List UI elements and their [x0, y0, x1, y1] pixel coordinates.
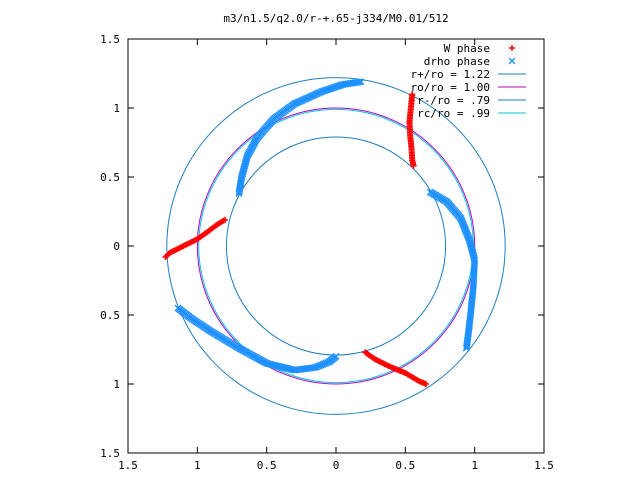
legend-plus-swatch — [509, 45, 515, 51]
legend-label: rc/ro = .99 — [417, 107, 490, 120]
drho-phase-point — [462, 344, 470, 352]
circle-3 — [198, 108, 474, 384]
legend-cross-swatch — [508, 57, 516, 65]
y-tick-label: 1.5 — [100, 33, 120, 46]
drho-phase-point — [332, 352, 340, 360]
series-1-arm-1 — [426, 188, 479, 352]
y-tick-label: 1 — [113, 102, 120, 115]
x-tick-label: 0.5 — [257, 459, 277, 472]
reference-circles — [166, 77, 506, 415]
circle-2 — [225, 136, 447, 356]
legend-label: drho phase — [424, 55, 490, 68]
x-tick-label: 1 — [194, 459, 201, 472]
y-tick-label: 0 — [113, 240, 120, 253]
x-tick-label: 0.5 — [395, 459, 415, 472]
circle-0 — [166, 77, 506, 415]
y-tick-labels: 1.5 1 0.5 0 0.5 1 1.5 — [100, 33, 120, 460]
x-tick-label: 1 — [471, 459, 478, 472]
y-tick-label: 0.5 — [100, 309, 120, 322]
y-tick-label: 0.5 — [100, 171, 120, 184]
x-tick-labels: 1.5 1 0.5 0 0.5 1 1.5 — [118, 459, 554, 472]
series-1-arm-2 — [174, 304, 340, 374]
w-phase-point — [163, 253, 170, 260]
axis-ticks — [127, 38, 545, 454]
series-1-arm-0 — [235, 78, 365, 198]
legend-label: W phase — [444, 42, 490, 55]
chart-title: m3/n1.5/q2.0/r-+.65-j334/M0.01/512 — [223, 12, 448, 25]
legend-label: r+/ro = 1.22 — [411, 68, 490, 81]
data-markers — [162, 78, 479, 387]
drho-phase-point — [235, 188, 243, 196]
series-0-arm-0 — [406, 91, 417, 169]
series-0-arm-2 — [362, 349, 430, 387]
legend-label: r-/ro = .79 — [417, 94, 490, 107]
drho-phase-point — [235, 190, 243, 198]
series-0-arm-1 — [162, 216, 229, 261]
legend-label: ro/ro = 1.00 — [411, 81, 490, 94]
w-phase-point — [423, 381, 430, 387]
x-tick-label: 1.5 — [534, 459, 554, 472]
y-tick-label: 1.5 — [100, 447, 120, 460]
w-phase-point — [162, 254, 169, 261]
x-tick-label: 0 — [333, 459, 340, 472]
x-tick-label: 1.5 — [118, 459, 138, 472]
drho-phase-point — [463, 343, 471, 351]
w-phase-point — [410, 162, 417, 169]
y-tick-label: 1 — [113, 378, 120, 391]
